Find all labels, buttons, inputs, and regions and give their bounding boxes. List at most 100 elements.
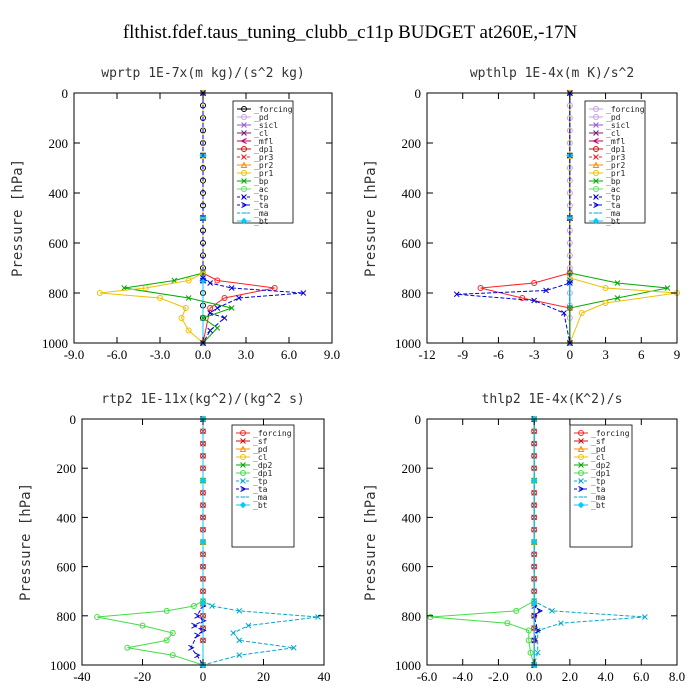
- data-point: [207, 310, 214, 316]
- y-tick-label: 400: [57, 510, 77, 525]
- legend-marker: [592, 138, 599, 144]
- series-18: [96, 90, 206, 346]
- legend-entry: _tp: [236, 477, 268, 486]
- legend-marker: [241, 114, 247, 120]
- y-tick-label: 400: [49, 186, 69, 201]
- data-point: [199, 538, 207, 546]
- legend-label: _pd: [591, 445, 606, 454]
- legend-label: _sf: [591, 437, 606, 446]
- y-tick-label: 0: [415, 86, 422, 101]
- legend-entry: _bt: [589, 217, 621, 226]
- y-tick-label: 0: [70, 412, 77, 427]
- legend-entry: _ma: [574, 493, 606, 502]
- legend-marker: [577, 501, 585, 509]
- x-tick-label: -2.0: [488, 669, 509, 684]
- legend-label: _dp2: [253, 461, 272, 470]
- legend-marker: [593, 154, 599, 160]
- legend-entry: _ac: [589, 185, 621, 194]
- x-tick-label: -6: [493, 347, 504, 362]
- data-point: [207, 305, 214, 311]
- y-tick-label: 800: [49, 286, 69, 301]
- data-point: [142, 285, 149, 291]
- legend-label: _forcing: [254, 105, 293, 114]
- legend: _forcing_pd_sicl_cl_mfl_dp1_pr3_pr2_pr1_…: [584, 100, 646, 226]
- series-6: [94, 416, 206, 668]
- x-tick-label: 9: [674, 347, 681, 362]
- data-point: [191, 622, 198, 629]
- legend-entry: _pr2: [237, 161, 273, 170]
- series-line: [456, 93, 571, 344]
- legend-marker: [240, 478, 246, 484]
- data-point: [519, 295, 526, 301]
- y-tick-label: 800: [402, 286, 422, 301]
- data-point: [453, 291, 460, 298]
- y-tick-label: 800: [402, 609, 422, 624]
- legend-box: [231, 424, 295, 548]
- x-tick-label: 3.0: [238, 347, 254, 362]
- legend-marker: [240, 217, 248, 225]
- data-point: [199, 600, 207, 607]
- legend-entry: _cl: [236, 453, 268, 462]
- data-point: [221, 315, 228, 321]
- legend-entry: _mfl: [237, 137, 273, 146]
- series-19: [200, 90, 307, 346]
- data-point: [194, 652, 201, 659]
- y-axis-label: Pressure [hPa]: [363, 483, 379, 601]
- legend-marker: [577, 445, 585, 452]
- legend-entry: _forcing: [237, 105, 293, 114]
- legend-label: _tp: [254, 193, 269, 202]
- x-tick-label: 20: [257, 669, 270, 684]
- x-tick-label: 40: [318, 669, 331, 684]
- legend-marker: [240, 438, 246, 444]
- legend-marker: [578, 454, 584, 460]
- legend-marker: [593, 170, 599, 176]
- legend-label: _pd: [606, 113, 621, 122]
- panel-4: thlp2 1E-4x(K^2)/s Pressure [hPa] -6.0 -4.0…: [363, 392, 685, 684]
- legend-label: _pd: [254, 113, 269, 122]
- data-point: [171, 277, 178, 284]
- legend-label: _sicl: [254, 121, 278, 130]
- legend-marker: [593, 186, 599, 192]
- data-point: [207, 327, 214, 334]
- x-tick-label: 2.0: [562, 669, 578, 684]
- legend-marker: [240, 462, 246, 468]
- legend-label: _forcing: [606, 105, 645, 114]
- series-line: [533, 419, 645, 666]
- legend-label: _bt: [606, 217, 621, 226]
- legend-marker: [593, 178, 599, 184]
- legend-marker: [593, 146, 599, 152]
- legend-label: _forcing: [591, 429, 630, 438]
- legend-entry: _ta: [589, 201, 621, 210]
- legend-entry: _pr3: [237, 153, 273, 162]
- data-point: [477, 285, 484, 291]
- series-line: [97, 419, 204, 666]
- data-point: [221, 295, 228, 301]
- legend-label: _dp2: [591, 461, 610, 470]
- legend-entry: _dp2: [236, 461, 272, 470]
- x-tick-label: -20: [134, 669, 151, 684]
- legend-entry: _bt: [236, 501, 268, 510]
- legend-entry: _ta: [574, 485, 606, 494]
- data-point: [188, 644, 195, 651]
- legend: _forcing_sf_pd_cl_dp2_dp1_tp_ta_ma_bt: [569, 424, 633, 548]
- x-tick-label: 0: [200, 669, 207, 684]
- panel-3: rtp2 1E-11x(kg^2)/(kg^2 s) Pressure [hPa]…: [18, 392, 331, 684]
- legend-marker: [241, 146, 247, 152]
- y-tick-label: 0: [62, 86, 69, 101]
- data-point: [530, 477, 538, 484]
- legend-marker: [241, 178, 247, 184]
- series-17: [121, 90, 235, 346]
- data-point: [531, 280, 538, 286]
- data-point: [185, 295, 192, 301]
- legend-entry: _sf: [574, 437, 606, 446]
- x-tick-label: 0.0: [195, 347, 211, 362]
- y-tick-label: 1000: [50, 658, 76, 673]
- legend-label: _dp1: [253, 469, 272, 478]
- legend-label: _pr3: [606, 153, 625, 162]
- legend-entry: _tp: [574, 477, 606, 486]
- legend-box: [232, 100, 294, 224]
- data-point: [200, 617, 207, 624]
- legend-marker: [240, 138, 247, 144]
- legend-entry: _ma: [237, 209, 269, 218]
